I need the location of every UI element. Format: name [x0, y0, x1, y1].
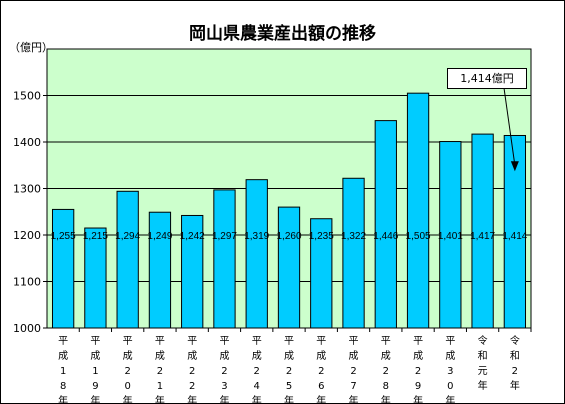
- chart-title: 岡山県農業産出額の推移: [189, 24, 376, 44]
- x-category-label: 平成 2 1 年: [155, 336, 165, 403]
- x-category-label: 平成 2 5 年: [284, 336, 294, 403]
- data-label: 1,249: [147, 231, 172, 242]
- y-tick-label: 1100: [13, 276, 41, 289]
- x-category-label: 平成 1 9 年: [90, 336, 100, 403]
- data-label: 1,294: [115, 231, 140, 242]
- bar: [245, 179, 268, 329]
- x-category-label: 平成 2 3 年: [219, 336, 229, 403]
- bar: [503, 134, 527, 329]
- data-label: 1,242: [180, 231, 205, 242]
- data-label: 1,417: [470, 231, 495, 242]
- bar: [277, 206, 301, 329]
- data-label: 1,401: [438, 231, 463, 242]
- annotation-arrow-line: [503, 87, 516, 166]
- x-category-label: 平成 1 8 年: [58, 336, 68, 403]
- data-label: 1,505: [406, 231, 431, 242]
- x-category-label: 平成 2 7 年: [349, 336, 359, 403]
- y-tick-label: 1200: [13, 229, 41, 242]
- data-label: 1,235: [309, 231, 334, 242]
- data-label: 1,260: [276, 231, 301, 242]
- x-category-label: 平成 2 0 年: [123, 336, 133, 403]
- x-category-label: 平成 3 0 年: [445, 336, 455, 403]
- annotation-arrow-head: [510, 161, 519, 172]
- data-label: 1,322: [341, 231, 366, 242]
- y-tick-label: 1400: [13, 136, 41, 149]
- bar: [181, 214, 204, 329]
- bar: [213, 189, 236, 329]
- bar: [148, 211, 172, 329]
- x-category-label: 平成 2 9 年: [413, 336, 423, 403]
- data-label: 1,414: [502, 231, 527, 242]
- bar: [51, 208, 75, 329]
- y-tick-label: 1300: [13, 183, 41, 196]
- bar: [406, 92, 430, 329]
- bar: [342, 177, 365, 329]
- x-category-label: 平成 2 4 年: [252, 336, 262, 403]
- x-category-label: 平成 2 8 年: [381, 336, 391, 403]
- x-category-label: 平成 2 2 年: [187, 336, 197, 403]
- data-label: 1,215: [83, 231, 108, 242]
- bar: [374, 120, 397, 329]
- bar: [471, 133, 494, 329]
- data-label: 1,319: [244, 231, 269, 242]
- x-category-label: 令和 2 年: [510, 334, 520, 392]
- x-category-label: 令和元年: [478, 334, 488, 392]
- data-label: 1,446: [373, 231, 398, 242]
- y-tick-label: 1000: [13, 322, 41, 335]
- bar: [84, 227, 107, 329]
- bar: [439, 141, 462, 329]
- y-tick-label: 1500: [13, 90, 41, 103]
- y-axis-unit-label: （億円）: [9, 41, 53, 54]
- bar: [116, 190, 139, 329]
- data-label: 1,297: [212, 231, 237, 242]
- annotation-callout: 1,414億円: [447, 68, 527, 89]
- data-label: 1,255: [51, 231, 76, 242]
- bar: [310, 218, 333, 329]
- x-category-label: 平成 2 6 年: [316, 336, 326, 403]
